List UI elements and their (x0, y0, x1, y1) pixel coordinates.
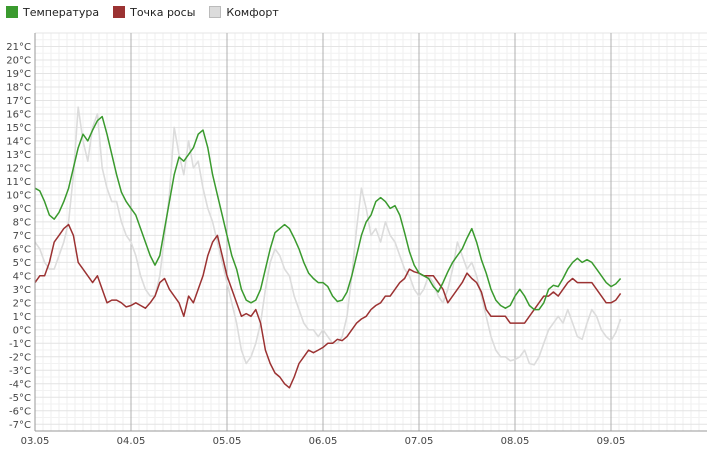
y-tick-label: 14°C (6, 136, 31, 147)
y-tick-label: -4°C (9, 379, 31, 390)
y-tick-label: 12°C (6, 163, 31, 174)
y-tick-label: 20°C (6, 55, 31, 66)
y-tick-label: 5°C (13, 258, 31, 269)
x-axis: 03.05 04.05 05.05 06.05 07.05 08.05 09.05 (21, 430, 707, 447)
series-line-dewpoint (34, 223, 622, 389)
y-tick-label: 2°C (13, 298, 31, 309)
y-tick-label: 7°C (13, 231, 31, 242)
y-tick-label: 18°C (6, 82, 31, 93)
y-tick-label: 8°C (13, 217, 31, 228)
y-tick-label: 17°C (6, 96, 31, 107)
legend-swatch-comfort (209, 6, 222, 18)
y-tick-label: -2°C (9, 352, 31, 363)
x-tick-label: 06.05 (309, 436, 338, 447)
y-tick-label: -1°C (9, 339, 31, 350)
chart-legend: Температура Точка росы Комфорт (6, 5, 293, 19)
x-tick-label: 08.05 (501, 436, 530, 447)
y-tick-label: 11°C (6, 177, 31, 188)
legend-label-temperature: Температура (23, 5, 100, 19)
legend-label-comfort: Комфорт (226, 5, 279, 19)
y-tick-label: 21°C (6, 42, 31, 53)
y-tick-label: 0°C (13, 325, 31, 336)
y-tick-label: 13°C (6, 150, 31, 161)
x-tick-label: 04.05 (117, 436, 146, 447)
y-tick-label: -7°C (9, 420, 31, 431)
y-tick-label: 3°C (13, 285, 31, 296)
y-tick-label: -3°C (9, 366, 31, 377)
series-layer (34, 106, 622, 389)
y-tick-label: 15°C (6, 123, 31, 134)
y-tick-label: 19°C (6, 69, 31, 80)
legend-swatch-temperature (6, 6, 18, 18)
legend-swatch-dewpoint (113, 6, 126, 18)
legend-item-dewpoint[interactable]: Точка росы (113, 6, 195, 19)
grid-major (34, 33, 612, 431)
legend-item-temperature[interactable]: Температура (6, 6, 99, 19)
y-tick-label: 16°C (6, 109, 31, 120)
y-tick-label: 4°C (13, 271, 31, 282)
y-tick-label: 1°C (13, 312, 31, 323)
x-tick-label: 07.05 (405, 436, 434, 447)
series-line-comfort (34, 106, 622, 366)
y-tick-label: -5°C (9, 393, 31, 404)
series-line-temperature (34, 115, 622, 311)
y-tick-label: 9°C (13, 204, 31, 215)
y-tick-label: -6°C (9, 406, 31, 417)
x-tick-label: 03.05 (21, 436, 50, 447)
legend-item-comfort[interactable]: Комфорт (209, 5, 279, 19)
y-tick-label: 6°C (13, 244, 31, 255)
grid-minor (35, 32, 707, 432)
legend-label-dewpoint: Точка росы (130, 5, 196, 19)
x-tick-label: 05.05 (213, 436, 242, 447)
x-tick-label: 09.05 (597, 436, 626, 447)
y-axis: -7°C -6°C -5°C -4°C -3°C -2°C -1°C 0°C 1°C 2°C 3°C… (6, 33, 36, 431)
y-tick-label: 10°C (6, 190, 31, 201)
